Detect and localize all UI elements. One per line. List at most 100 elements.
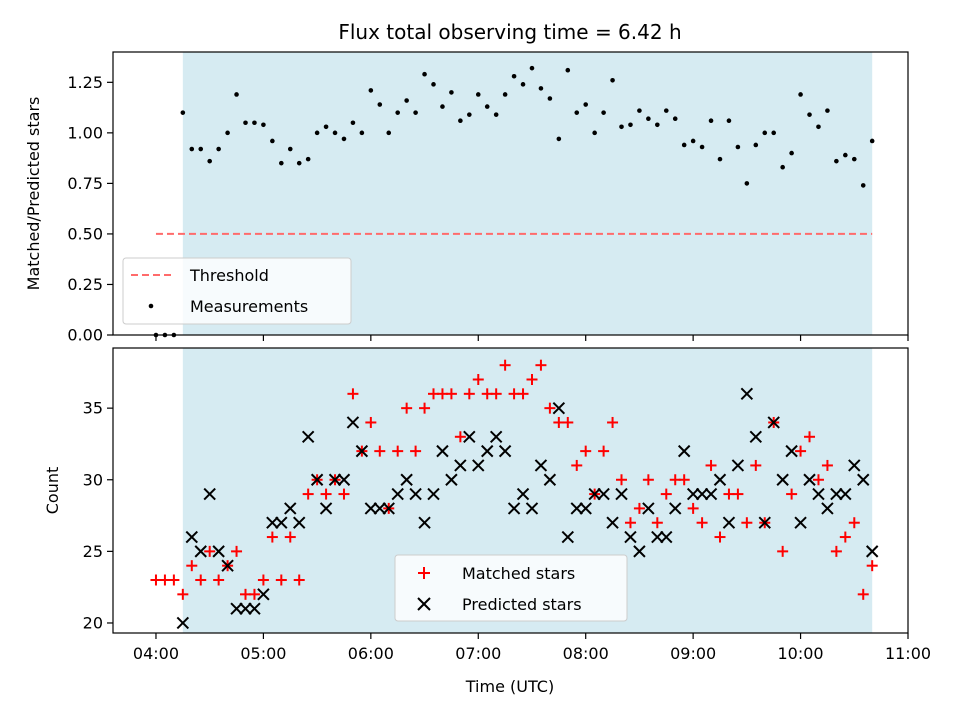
predicted-star-point [597, 487, 610, 501]
y-tick-label: 20 [83, 613, 103, 632]
predicted-star-point [534, 459, 548, 472]
predicted-star-point [221, 559, 234, 572]
matched-star-point [580, 445, 592, 457]
measurement-point [690, 138, 696, 144]
measurement-point [511, 73, 517, 79]
measurement-point [735, 144, 741, 150]
matched-star-point [374, 445, 386, 457]
bottom-x-ticks: 04:00 05:00 06:00 07:00 08:00 09:00 10:00 11:00 [133, 633, 931, 663]
predicted-star-point [776, 473, 789, 486]
measurement-point [869, 138, 875, 144]
predicted-star-point [615, 487, 628, 501]
measurement-point [601, 110, 606, 115]
matched-star-point [624, 517, 636, 529]
measurement-point [440, 104, 445, 109]
y-tick-label: 0.75 [67, 174, 103, 193]
predicted-star-point [713, 473, 727, 486]
measurement-point [637, 108, 642, 113]
measurement-point [619, 124, 624, 130]
x-tick-label: 11:00 [885, 644, 931, 663]
predicted-star-point [176, 616, 190, 630]
matched-star-point [195, 574, 207, 586]
predicted-star-point [454, 459, 467, 472]
x-tick-label: 08:00 [563, 644, 609, 663]
matched-star-point [186, 560, 198, 572]
matched-star-point [544, 402, 556, 414]
measurement-point [502, 92, 508, 97]
matched-star-point [204, 545, 216, 557]
y-tick-label: 0.00 [67, 326, 103, 345]
matched-star-point [616, 474, 628, 486]
measurement-point [780, 164, 785, 170]
measurement-point [771, 130, 777, 136]
matched-star-point [777, 545, 789, 557]
matched-star-point [499, 359, 511, 371]
predicted-star-point [516, 487, 530, 501]
predicted-star-point [301, 430, 315, 444]
y-tick-label: 1.25 [67, 73, 103, 92]
measurement-point [386, 130, 392, 136]
measurement-point [458, 118, 463, 124]
x-tick-label: 05:00 [240, 644, 286, 663]
predicted-star-point [767, 416, 780, 429]
matched-star-point [275, 574, 287, 586]
predicted-star-point [704, 487, 718, 501]
predicted-star-point [669, 502, 682, 515]
matched-star-point [562, 416, 574, 428]
predicted-star-point [346, 416, 360, 429]
predicted-star-point [445, 473, 458, 486]
measurement-point [323, 124, 329, 130]
predicted-star-point [731, 459, 745, 472]
predicted-star-point [812, 487, 825, 501]
measurement-point [368, 88, 374, 93]
matched-star-point [571, 459, 583, 471]
predicted-star-point [427, 487, 440, 501]
predicted-star-point [230, 602, 243, 615]
measurement-point [556, 136, 562, 142]
bottom-legend: Matched stars Predicted stars [394, 554, 628, 622]
matched-star-point [248, 588, 260, 600]
x-tick-label: 04:00 [133, 644, 179, 663]
measurement-point [807, 112, 812, 117]
measurement-point [538, 86, 544, 91]
predicted-star-point [212, 545, 225, 558]
measurement-point [493, 112, 499, 117]
matched-star-point [535, 359, 547, 371]
top-legend: Threshold Measurements [122, 257, 352, 325]
measurement-point [726, 118, 732, 124]
measurement-point [529, 65, 535, 71]
matched-star-point [257, 574, 269, 586]
predicted-star-point [293, 516, 306, 529]
legend-measurements-label: Measurements [190, 297, 308, 316]
measurement-point [834, 158, 839, 164]
measurement-point [825, 108, 830, 113]
matched-star-point [517, 388, 529, 400]
y-tick-label: 0.25 [67, 275, 103, 294]
matched-star-point [284, 531, 296, 543]
measurement-point [610, 78, 615, 83]
measurement-point [377, 102, 383, 107]
measurement-point [180, 110, 186, 115]
measurement-point [583, 102, 589, 107]
predicted-star-point [194, 545, 207, 558]
predicted-star-point [364, 502, 378, 515]
matched-star-point [410, 445, 422, 457]
predicted-star-point [266, 516, 279, 529]
measurement-point [762, 130, 768, 136]
predicted-star-point [740, 387, 754, 401]
predicted-star-point [498, 444, 512, 458]
measurement-point [207, 158, 212, 164]
legend-measurements-swatch [148, 303, 154, 309]
matched-star-point [804, 431, 816, 443]
predicted-star-point [821, 502, 834, 515]
matched-star-point [320, 488, 332, 500]
legend-matched-label: Matched stars [462, 564, 575, 583]
predicted-star-point [463, 430, 476, 444]
matched-star-point [812, 474, 824, 486]
matched-star-point [419, 402, 431, 414]
top-axes-frame [112, 51, 909, 336]
measurement-point [646, 116, 651, 122]
matched-star-point [866, 560, 878, 572]
top-legend-box [122, 257, 352, 325]
measurements-series [153, 65, 875, 338]
